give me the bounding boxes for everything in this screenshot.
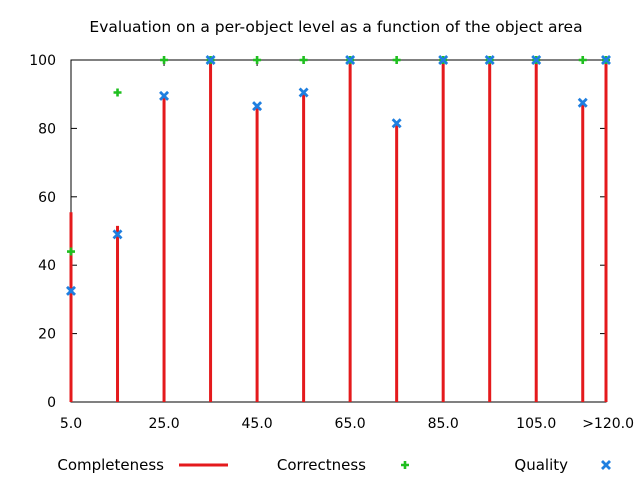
x-tick-label: 45.0 bbox=[242, 416, 273, 432]
series-quality bbox=[66, 55, 611, 296]
legend-cross-symbol bbox=[601, 460, 611, 470]
correctness-point bbox=[67, 247, 75, 256]
quality-point bbox=[438, 55, 449, 65]
quality-point bbox=[391, 118, 402, 129]
quality-point bbox=[159, 90, 170, 101]
x-tick-label: >120.0 bbox=[582, 416, 634, 432]
y-tick-label: 0 bbox=[47, 395, 56, 411]
quality-point bbox=[484, 55, 495, 65]
x-tick-label: 65.0 bbox=[335, 416, 366, 432]
legend-label-completeness: Completeness bbox=[57, 456, 164, 474]
x-tick-label: 5.0 bbox=[60, 416, 82, 432]
series-layer bbox=[66, 55, 611, 402]
quality-point bbox=[601, 55, 611, 65]
y-tick-label: 60 bbox=[38, 190, 56, 206]
quality-point bbox=[66, 285, 76, 296]
x-tick-label: 105.0 bbox=[516, 416, 556, 432]
correctness-point bbox=[160, 56, 169, 64]
x-tick-label: 25.0 bbox=[148, 416, 179, 432]
quality-point bbox=[577, 97, 588, 108]
x-tick-label: 85.0 bbox=[428, 416, 459, 432]
quality-point bbox=[112, 229, 123, 240]
chart-title: Evaluation on a per-object level as a fu… bbox=[89, 18, 582, 36]
y-tick-label: 20 bbox=[38, 327, 56, 343]
correctness-point bbox=[299, 56, 308, 64]
legend: Completeness Correctness Quality bbox=[57, 456, 611, 474]
quality-point bbox=[205, 55, 216, 65]
y-axis: 0 20 40 60 80 100 bbox=[29, 53, 606, 411]
y-tick-label: 40 bbox=[38, 258, 56, 274]
legend-label-quality: Quality bbox=[514, 456, 568, 474]
quality-point bbox=[298, 87, 309, 98]
correctness-point bbox=[578, 56, 587, 64]
legend-plus-symbol bbox=[401, 461, 409, 469]
quality-point bbox=[252, 101, 263, 112]
correctness-point bbox=[113, 88, 122, 97]
y-tick-label: 100 bbox=[29, 53, 56, 69]
series-completeness bbox=[69, 60, 608, 402]
quality-point bbox=[531, 55, 542, 65]
quality-point bbox=[345, 55, 356, 65]
y-tick-label: 80 bbox=[38, 121, 56, 137]
correctness-point bbox=[253, 56, 262, 64]
correctness-point bbox=[392, 56, 401, 64]
legend-label-correctness: Correctness bbox=[277, 456, 366, 474]
